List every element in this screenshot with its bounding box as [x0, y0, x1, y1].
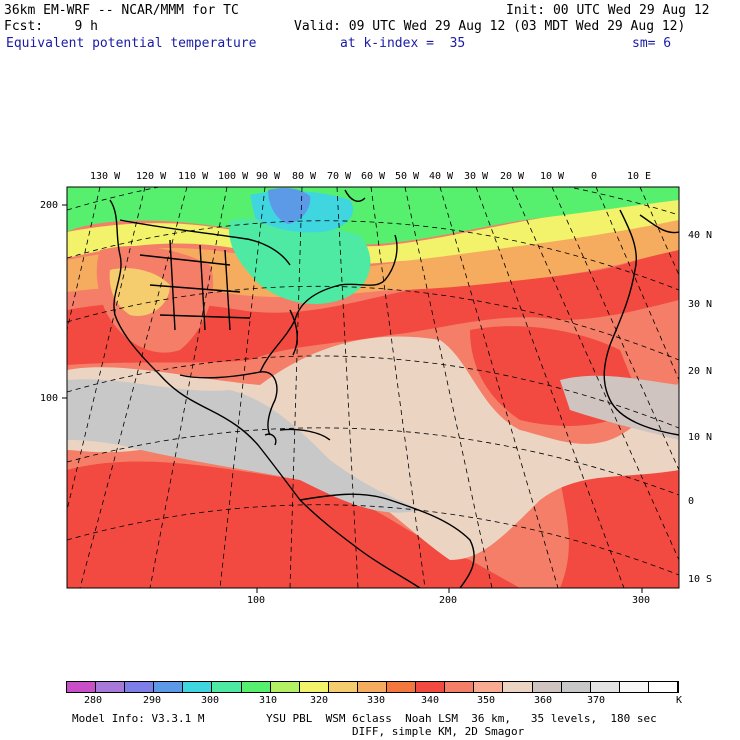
legend-swatch: [154, 682, 184, 692]
legend-swatch: [416, 682, 446, 692]
field-name: Equivalent potential temperature: [6, 36, 257, 51]
legend-swatch: [241, 682, 271, 692]
lon-label: 100 W: [218, 171, 249, 182]
left-tick: 100: [40, 393, 59, 404]
lat-label: 40 N: [688, 230, 713, 241]
legend-swatch: [445, 682, 475, 692]
lon-label: 40 W: [429, 171, 454, 182]
lon-label: 10 W: [540, 171, 565, 182]
valid-time: Valid: 09 UTC Wed 29 Aug 12 (03 MDT Wed …: [294, 19, 686, 34]
legend-swatch: [648, 682, 678, 692]
lat-label: 0: [688, 496, 695, 507]
field-midlat-red: [67, 245, 679, 365]
lon-label: 120 W: [136, 171, 167, 182]
lon-label: 110 W: [178, 171, 209, 182]
physics-info: YSU PBL WSM 6class Noah LSM 36 km, 35 le…: [266, 712, 657, 725]
lat-label: 20 N: [688, 366, 713, 377]
lon-label: 90 W: [256, 171, 281, 182]
field-grey: [67, 379, 420, 513]
lon-label: 80 W: [292, 171, 317, 182]
lon-label: 30 W: [464, 171, 489, 182]
legend-swatch: [212, 682, 242, 692]
coastlines: [109, 189, 679, 588]
lon-label: 10 E: [627, 171, 652, 182]
diffusion-info: DIFF, simple KM, 2D Smagor: [352, 725, 525, 738]
legend-swatch: [299, 682, 329, 692]
legend-colorbar: [66, 681, 679, 693]
field-grey-2: [560, 375, 679, 440]
legend-swatch: [328, 682, 358, 692]
legend-label: 330: [367, 695, 386, 706]
legend-swatch: [474, 682, 504, 692]
bottom-tick: 100: [247, 595, 266, 606]
legend-label: 320: [310, 695, 329, 706]
model-title: 36km EM-WRF -- NCAR/MMM for TC: [4, 3, 239, 18]
legend-swatch: [561, 682, 591, 692]
legend-label: 360: [534, 695, 553, 706]
bottom-tick: 300: [632, 595, 651, 606]
field-green: [67, 187, 679, 245]
legend-swatch: [67, 682, 97, 692]
legend-label: 370: [587, 695, 606, 706]
legend-swatch: [125, 682, 155, 692]
model-info: Model Info: V3.3.1 M: [72, 712, 205, 725]
smoothing: sm= 6: [632, 36, 672, 51]
field-yellow: [67, 196, 679, 265]
map-frame: [66, 186, 680, 589]
lat-label: 10 N: [688, 432, 713, 443]
legend-label: 350: [477, 695, 496, 706]
legend-label: 290: [143, 695, 162, 706]
legend-swatch: [590, 682, 620, 692]
legend-swatch: [503, 682, 533, 692]
legend-label: 340: [421, 695, 440, 706]
frame-ticks: [62, 204, 643, 593]
forecast-hour: Fcst: 9 h: [4, 19, 98, 34]
lat-label: 10 S: [688, 574, 713, 585]
legend-unit: K: [676, 695, 683, 706]
legend-label: 310: [259, 695, 278, 706]
field-orange: [67, 215, 679, 298]
field-red-se: [560, 460, 679, 588]
legend-label: 300: [201, 695, 220, 706]
field-blue: [268, 188, 311, 224]
lat-label: 30 N: [688, 299, 713, 310]
lon-label: 130 W: [90, 171, 121, 182]
legend-label: 280: [84, 695, 103, 706]
lon-label: 0: [591, 171, 598, 182]
lon-label: 20 W: [500, 171, 525, 182]
lon-label: 70 W: [327, 171, 352, 182]
legend-swatch: [387, 682, 417, 692]
graticule: [67, 187, 679, 588]
legend-swatch: [532, 682, 562, 692]
field-west-orange: [109, 268, 170, 316]
left-tick: 200: [40, 200, 59, 211]
legend-swatch: [96, 682, 126, 692]
lon-label: 50 W: [395, 171, 420, 182]
field-red-south: [67, 461, 520, 588]
legend-swatch: [357, 682, 388, 692]
legend-swatch: [183, 682, 213, 692]
bottom-tick: 200: [439, 595, 458, 606]
k-index: at k-index = 35: [340, 36, 466, 51]
legend-swatch: [270, 682, 300, 692]
lon-label: 60 W: [361, 171, 386, 182]
init-time: Init: 00 UTC Wed 29 Aug 12: [506, 3, 710, 18]
legend-swatch: [619, 682, 649, 692]
